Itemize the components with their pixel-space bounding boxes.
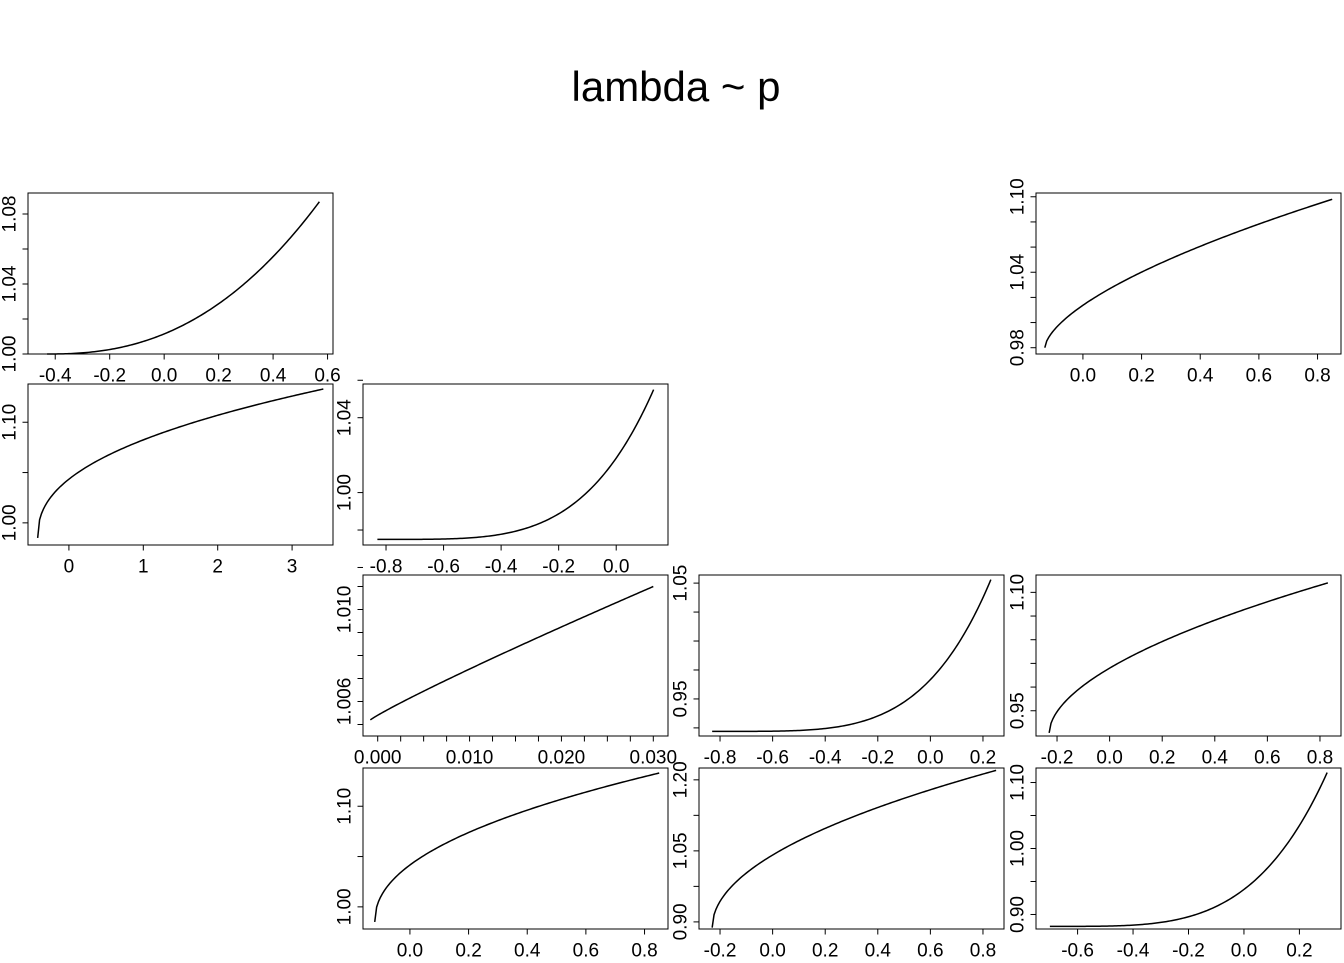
- svg-text:1.00: 1.00: [335, 888, 356, 925]
- svg-text:0.95: 0.95: [671, 680, 692, 717]
- svg-text:0.95: 0.95: [1008, 692, 1029, 729]
- svg-text:1.006: 1.006: [335, 678, 356, 726]
- svg-text:-0.4: -0.4: [1117, 941, 1150, 962]
- svg-text:1.00: 1.00: [0, 336, 21, 373]
- svg-text:-0.2: -0.2: [1172, 941, 1205, 962]
- svg-text:1.04: 1.04: [0, 265, 21, 302]
- svg-text:1.04: 1.04: [335, 399, 356, 436]
- svg-text:0.6: 0.6: [573, 941, 599, 962]
- svg-text:1.10: 1.10: [0, 404, 21, 441]
- svg-text:0.98: 0.98: [1008, 329, 1029, 366]
- svg-text:1.05: 1.05: [671, 565, 692, 602]
- svg-text:0.0: 0.0: [1231, 941, 1257, 962]
- svg-text:0.8: 0.8: [1304, 366, 1330, 387]
- svg-text:0.0: 0.0: [759, 941, 785, 962]
- svg-text:0.0: 0.0: [1070, 366, 1096, 387]
- svg-text:3: 3: [287, 557, 298, 578]
- svg-text:1: 1: [138, 557, 149, 578]
- svg-text:0.0: 0.0: [397, 941, 423, 962]
- svg-text:1.10: 1.10: [1008, 574, 1029, 611]
- svg-text:1.05: 1.05: [671, 832, 692, 869]
- svg-text:0.2: 0.2: [455, 941, 481, 962]
- svg-text:1.00: 1.00: [0, 504, 21, 541]
- svg-text:0.2: 0.2: [1128, 366, 1154, 387]
- svg-text:1.08: 1.08: [0, 196, 21, 233]
- svg-text:0.6: 0.6: [917, 941, 943, 962]
- svg-text:0.90: 0.90: [1008, 896, 1029, 933]
- svg-text:0.4: 0.4: [514, 941, 541, 962]
- svg-text:2: 2: [212, 557, 223, 578]
- svg-text:0.2: 0.2: [1286, 941, 1312, 962]
- svg-text:1.010: 1.010: [335, 586, 356, 634]
- svg-text:0.4: 0.4: [865, 941, 892, 962]
- svg-text:-0.6: -0.6: [1061, 941, 1094, 962]
- svg-text:1.20: 1.20: [671, 761, 692, 798]
- svg-text:1.10: 1.10: [1008, 764, 1029, 801]
- svg-text:0.6: 0.6: [1246, 366, 1272, 387]
- svg-text:1.00: 1.00: [335, 474, 356, 511]
- svg-text:0.90: 0.90: [671, 903, 692, 940]
- svg-text:0.4: 0.4: [1187, 366, 1214, 387]
- svg-text:1.04: 1.04: [1008, 253, 1029, 290]
- svg-text:1.10: 1.10: [335, 788, 356, 825]
- svg-text:1.10: 1.10: [1008, 178, 1029, 215]
- svg-text:0.2: 0.2: [812, 941, 838, 962]
- svg-text:-0.2: -0.2: [704, 941, 737, 962]
- svg-text:0: 0: [64, 557, 75, 578]
- svg-text:1.00: 1.00: [1008, 830, 1029, 867]
